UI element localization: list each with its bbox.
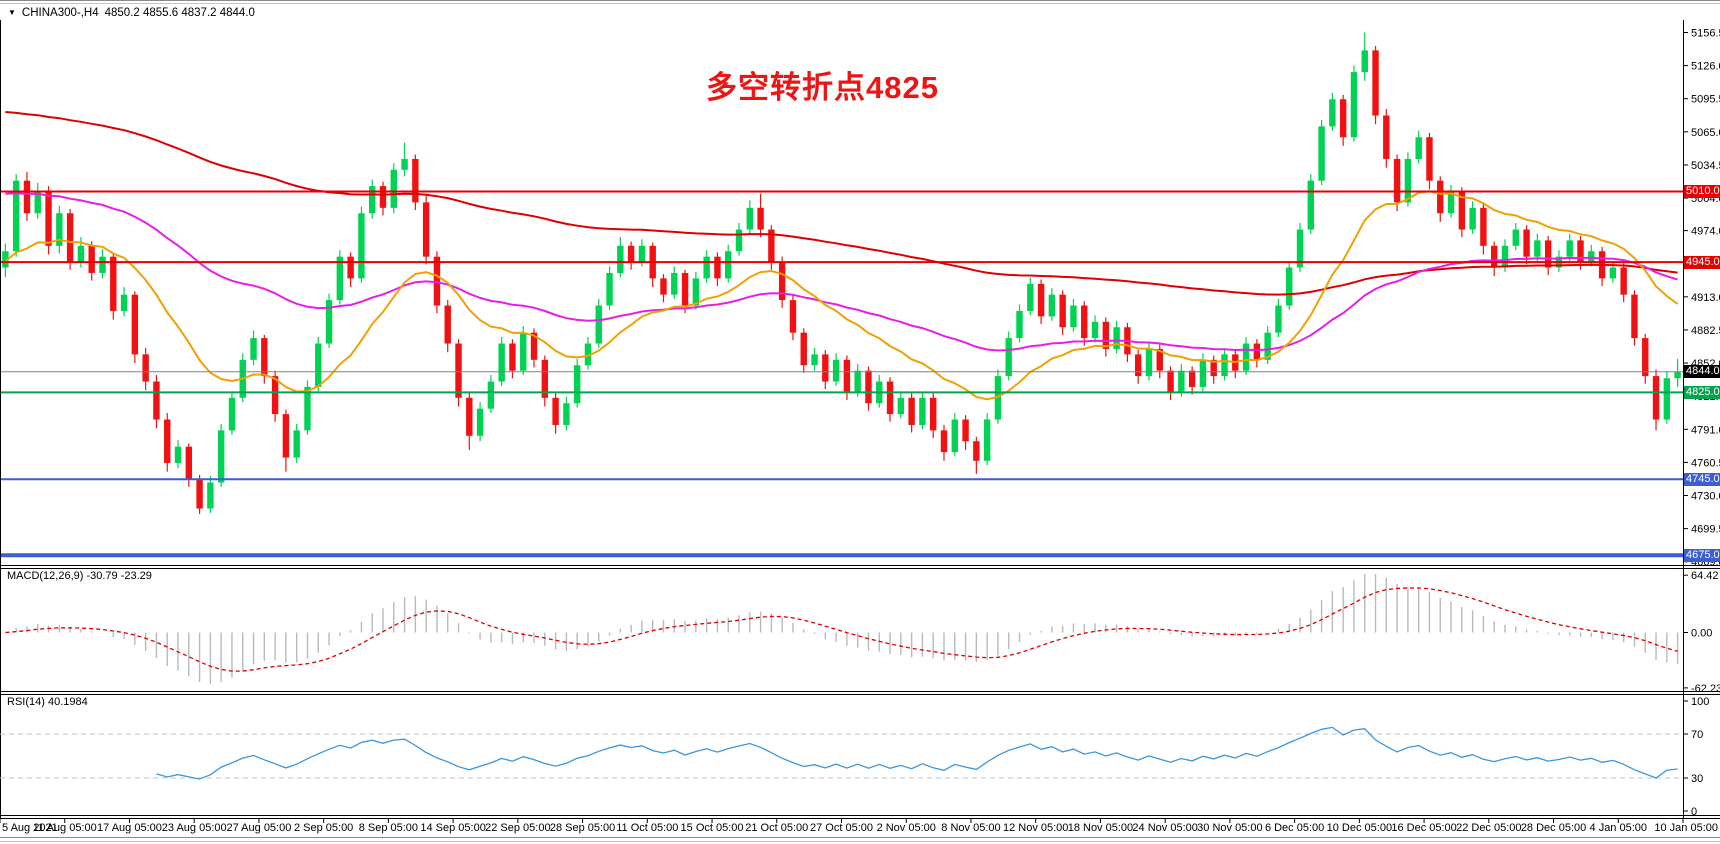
chart-symbol-timeframe: CHINA300-,H4: [21, 7, 99, 19]
rsi-line: [156, 726, 1678, 780]
price-tag-4825.0: 4825.0: [1684, 385, 1720, 399]
rsi-pane[interactable]: 100 70 30 0: [0, 696, 1709, 818]
chart-ohlc-quote: 4850.2 4855.6 4837.2 4844.0: [104, 7, 255, 19]
svg-text:0.00: 0.00: [1691, 628, 1712, 640]
svg-text:5034.5: 5034.5: [1691, 160, 1720, 172]
bottom-window-edge-2: [0, 841, 1720, 842]
svg-text:23 Aug 05:00: 23 Aug 05:00: [162, 822, 227, 834]
svg-text:4882.5: 4882.5: [1691, 325, 1720, 337]
symbol-dropdown-icon[interactable]: ▼: [8, 8, 16, 17]
ma-line-medium-ma: [5, 192, 1678, 352]
price-tag-5010.0: 5010.0: [1684, 185, 1720, 199]
svg-text:4 Jan 05:00: 4 Jan 05:00: [1590, 822, 1648, 834]
svg-text:27 Aug 05:00: 27 Aug 05:00: [227, 822, 292, 834]
svg-text:14 Sep 05:00: 14 Sep 05:00: [420, 822, 485, 834]
svg-text:2 Sep 05:00: 2 Sep 05:00: [294, 822, 353, 834]
price-tag-4945.0: 4945.0: [1684, 255, 1720, 269]
top-window-edge: [0, 0, 1720, 1]
svg-text:8 Sep 05:00: 8 Sep 05:00: [359, 822, 418, 834]
svg-text:18 Nov 05:00: 18 Nov 05:00: [1068, 822, 1133, 834]
svg-text:5 Aug 2021: 5 Aug 2021: [2, 822, 58, 834]
macd-pane[interactable]: 64.42 0.00 -62.23: [5, 570, 1720, 695]
svg-text:11 Oct 05:00: 11 Oct 05:00: [616, 822, 678, 834]
svg-text:10 Jan 05:00: 10 Jan 05:00: [1654, 822, 1718, 834]
ma-line-slow-ma: [5, 111, 1678, 296]
price-axis[interactable]: 5156.55126.05095.55065.05034.55004.04974…: [1683, 27, 1720, 569]
svg-text:10 Dec 05:00: 10 Dec 05:00: [1327, 822, 1392, 834]
svg-text:4913.0: 4913.0: [1691, 292, 1720, 304]
top-window-edge-2: [0, 3, 1720, 4]
svg-text:6 Dec 05:00: 6 Dec 05:00: [1265, 822, 1324, 834]
svg-text:0: 0: [1691, 806, 1697, 818]
svg-text:30: 30: [1691, 773, 1703, 785]
svg-text:5095.5: 5095.5: [1691, 94, 1720, 106]
chart-title-bar: ▼ CHINA300-,H4 4850.2 4855.6 4837.2 4844…: [8, 6, 255, 20]
svg-text:100: 100: [1691, 696, 1709, 708]
macd-indicator-label: MACD(12,26,9) -30.79 -23.29: [7, 570, 152, 582]
svg-text:22 Dec 05:00: 22 Dec 05:00: [1456, 822, 1521, 834]
svg-text:4974.0: 4974.0: [1691, 226, 1720, 238]
svg-text:30 Nov 05:00: 30 Nov 05:00: [1197, 822, 1262, 834]
price-tag-4745.0: 4745.0: [1684, 472, 1720, 486]
chart-text-annotation[interactable]: 多空转折点4825: [706, 70, 939, 105]
svg-text:4791.0: 4791.0: [1691, 424, 1720, 436]
bottom-window-edge: [0, 837, 1720, 838]
svg-text:-62.23: -62.23: [1691, 683, 1720, 695]
svg-text:16 Dec 05:00: 16 Dec 05:00: [1391, 822, 1456, 834]
price-tag-4844.0: 4844.0: [1684, 365, 1720, 379]
svg-text:4699.5: 4699.5: [1691, 524, 1720, 536]
macd-signal-line: [5, 587, 1678, 672]
svg-text:28 Sep 05:00: 28 Sep 05:00: [550, 822, 615, 834]
svg-text:12 Nov 05:00: 12 Nov 05:00: [1003, 822, 1068, 834]
svg-text:5126.0: 5126.0: [1691, 61, 1720, 73]
svg-text:24 Nov 05:00: 24 Nov 05:00: [1132, 822, 1197, 834]
svg-text:21 Oct 05:00: 21 Oct 05:00: [745, 822, 808, 834]
svg-text:11 Aug 05:00: 11 Aug 05:00: [33, 822, 97, 834]
svg-text:4730.0: 4730.0: [1691, 491, 1720, 503]
price-tag-4675.0: 4675.0: [1684, 548, 1720, 562]
svg-text:8 Nov 05:00: 8 Nov 05:00: [941, 822, 1000, 834]
svg-text:4760.5: 4760.5: [1691, 457, 1720, 469]
rsi-indicator-label: RSI(14) 40.1984: [7, 696, 88, 708]
svg-text:22 Sep 05:00: 22 Sep 05:00: [485, 822, 550, 834]
candle-series: [2, 32, 1681, 514]
ma-line-fast-ma: [4, 190, 1679, 401]
svg-text:17 Aug 05:00: 17 Aug 05:00: [97, 822, 162, 834]
svg-text:5156.5: 5156.5: [1691, 27, 1720, 39]
svg-text:5065.0: 5065.0: [1691, 127, 1720, 139]
svg-text:70: 70: [1691, 729, 1703, 741]
svg-text:27 Oct 05:00: 27 Oct 05:00: [810, 822, 873, 834]
svg-text:2 Nov 05:00: 2 Nov 05:00: [877, 822, 936, 834]
svg-text:15 Oct 05:00: 15 Oct 05:00: [681, 822, 744, 834]
svg-text:28 Dec 05:00: 28 Dec 05:00: [1521, 822, 1586, 834]
svg-text:64.42: 64.42: [1691, 570, 1719, 582]
